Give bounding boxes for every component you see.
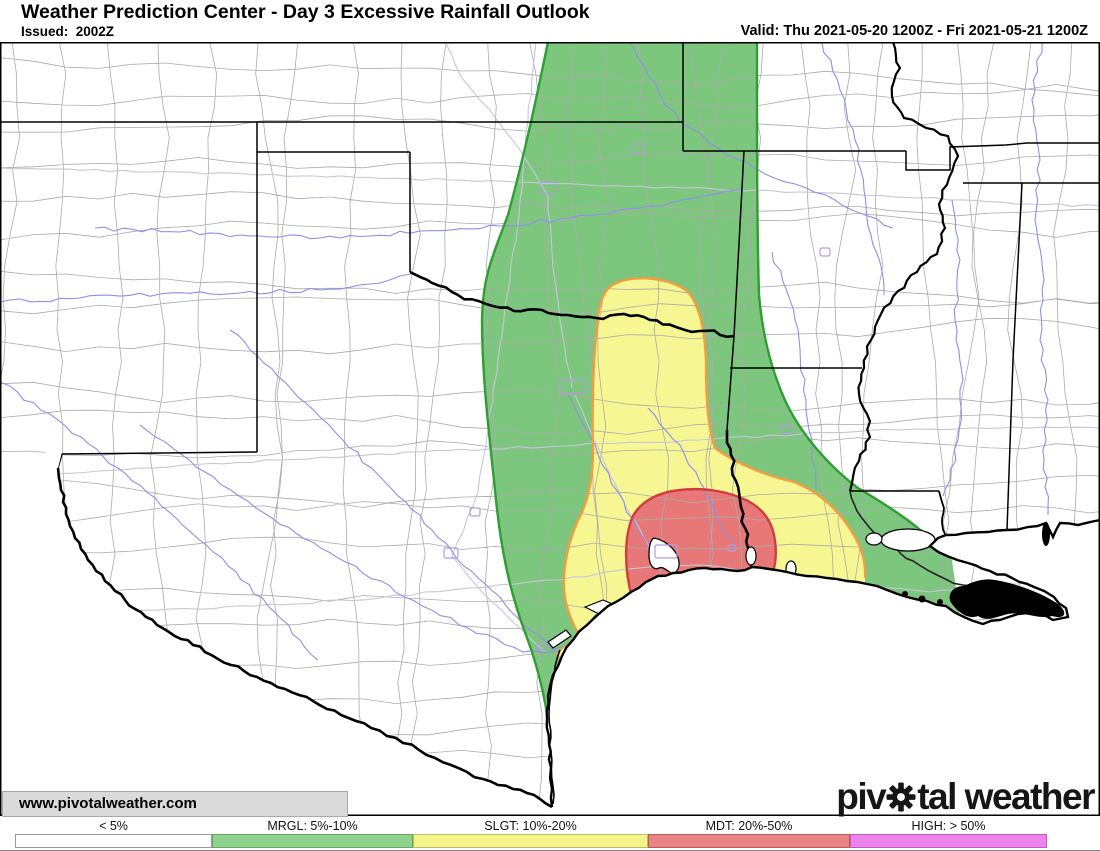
gear-icon bbox=[886, 779, 916, 821]
legend-swatch bbox=[413, 834, 648, 848]
legend-swatch bbox=[15, 834, 212, 848]
lake-maurepas bbox=[865, 532, 883, 546]
logo-prefix: piv bbox=[836, 776, 886, 817]
river-line bbox=[94, 189, 743, 240]
river-line bbox=[567, 394, 656, 557]
marsh bbox=[902, 591, 908, 597]
sabine-river-border bbox=[725, 430, 753, 567]
highway-line bbox=[574, 394, 666, 563]
river-line bbox=[647, 407, 737, 551]
city-outline bbox=[443, 547, 459, 559]
lake-pontchartrain bbox=[880, 528, 936, 552]
page-title: Weather Prediction Center - Day 3 Excess… bbox=[21, 1, 590, 23]
city-outline bbox=[819, 247, 831, 257]
city-outline bbox=[469, 507, 481, 517]
galveston-bay bbox=[648, 537, 680, 575]
legend-label: HIGH: > 50% bbox=[911, 819, 986, 833]
highway-line bbox=[0, 167, 1100, 207]
legend-label: MRGL: 5%-10% bbox=[267, 819, 358, 833]
pivotal-weather-logo: piv tal weather bbox=[836, 776, 1095, 817]
legend-label: SLGT: 10%-20% bbox=[484, 819, 577, 833]
city-outline bbox=[654, 544, 678, 559]
river-line bbox=[0, 381, 319, 661]
header: Weather Prediction Center - Day 3 Excess… bbox=[0, 0, 1100, 42]
red-river-border bbox=[409, 270, 735, 339]
marsh bbox=[918, 595, 926, 603]
river-line bbox=[942, 199, 964, 497]
city-outline bbox=[559, 379, 587, 394]
city-outline bbox=[727, 544, 737, 552]
river-line bbox=[1031, 42, 1049, 516]
state-border bbox=[57, 451, 258, 469]
highway-line bbox=[0, 426, 1100, 479]
mdt-boundary bbox=[624, 487, 777, 599]
state-border bbox=[905, 142, 1100, 171]
river-line bbox=[0, 273, 411, 303]
highway-line bbox=[444, 42, 573, 389]
state-border bbox=[733, 150, 745, 337]
river-line bbox=[229, 329, 581, 651]
state-border bbox=[726, 335, 735, 431]
city-outline bbox=[539, 181, 557, 195]
legend-label: MDT: 20%-50% bbox=[705, 819, 793, 833]
watermark-url: www.pivotalweather.com bbox=[19, 795, 197, 812]
rainfall-outlook-map: www.pivotalweather.com piv tal weather bbox=[0, 42, 1100, 817]
legend-swatch bbox=[648, 834, 850, 848]
river-line bbox=[771, 251, 817, 489]
highway-line bbox=[0, 544, 1100, 619]
valid-period: Valid: Thu 2021-05-20 1200Z - Fri 2021-0… bbox=[740, 23, 1088, 39]
legend-swatch bbox=[212, 834, 413, 848]
river-line bbox=[139, 424, 597, 653]
issued-timestamp: Issued: 2002Z bbox=[21, 24, 115, 39]
map-canvas bbox=[0, 42, 1100, 816]
legend-label: < 5% bbox=[99, 819, 128, 833]
marsh bbox=[937, 599, 943, 605]
river-line bbox=[629, 42, 894, 229]
mobile-bay bbox=[1042, 522, 1050, 546]
pearl-river-border bbox=[938, 490, 947, 537]
mississippi-river-border bbox=[848, 42, 960, 492]
logo-suffix: tal weather bbox=[917, 776, 1095, 817]
river-line bbox=[821, 42, 885, 296]
watermark-box: www.pivotalweather.com bbox=[2, 791, 348, 817]
legend: < 5% MRGL: 5%-10% SLGT: 10%-20% MDT: 20%-50… bbox=[0, 817, 1100, 850]
state-border bbox=[1006, 182, 1023, 531]
city-outline bbox=[631, 143, 645, 154]
legend-swatch bbox=[850, 834, 1047, 848]
gulf-coastline bbox=[545, 518, 1100, 808]
mississippi-delta bbox=[949, 579, 1065, 619]
slgt-boundary bbox=[562, 277, 867, 634]
padre-island bbox=[548, 649, 561, 805]
rio-grande-border bbox=[56, 467, 553, 809]
city-outline bbox=[535, 643, 545, 651]
mrgl-boundary bbox=[480, 42, 947, 807]
city-outline bbox=[781, 424, 793, 434]
map-frame bbox=[0, 42, 1100, 816]
corpus-bay bbox=[547, 629, 572, 649]
sabine-lake bbox=[745, 546, 757, 566]
